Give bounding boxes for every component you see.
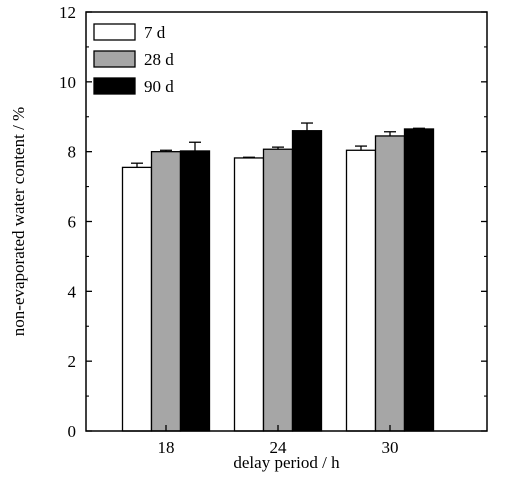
legend-label-90d: 90 d: [144, 77, 174, 96]
legend-swatch-90d: [93, 77, 136, 95]
y-tick-label: 2: [68, 352, 77, 371]
x-tick-label: 30: [382, 438, 399, 457]
bar-90d-30: [403, 128, 435, 432]
x-tick-label: 18: [158, 438, 175, 457]
x-tick-label: 24: [270, 438, 288, 457]
y-axis-label: non-evaporated water content / %: [9, 107, 28, 336]
x-axis: 18 24 30: [158, 425, 399, 457]
bar-7d-30: [345, 149, 377, 432]
y-tick-label: 4: [68, 282, 77, 301]
bar-7d-24: [233, 157, 265, 432]
bar-28d-30: [374, 135, 406, 432]
bar-28d-24: [262, 148, 294, 432]
x-axis-label: delay period / h: [233, 453, 340, 472]
legend-swatch-7d: [93, 23, 136, 41]
y-tick-label: 6: [68, 213, 77, 232]
y-tick-label: 12: [59, 3, 76, 22]
legend-swatch-28d: [93, 50, 136, 68]
y-axis: 0 2 4 6 8 10 12: [59, 3, 487, 441]
legend-label-7d: 7 d: [144, 23, 166, 42]
bar-28d-18: [150, 151, 182, 432]
bar-90d-18: [179, 150, 211, 432]
legend-label-28d: 28 d: [144, 50, 174, 69]
legend: 7 d 28 d 90 d: [93, 23, 174, 96]
y-tick-label: 10: [59, 73, 76, 92]
bar-90d-24: [291, 130, 323, 432]
error-bars-layer: [131, 122, 425, 168]
bars-layer: [121, 128, 435, 432]
y-tick-label: 8: [68, 143, 77, 162]
y-tick-label: 0: [68, 422, 77, 441]
bar-7d-18: [121, 166, 153, 432]
